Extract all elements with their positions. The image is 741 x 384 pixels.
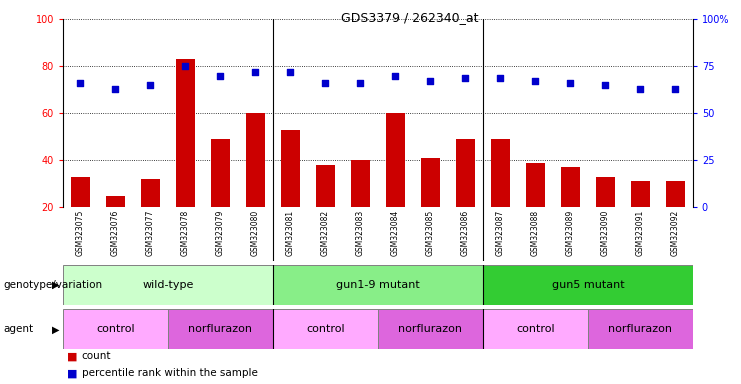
Point (390, 73, 402, 79)
FancyBboxPatch shape (588, 309, 693, 349)
Text: norflurazon: norflurazon (188, 324, 253, 334)
Point (285, 69, 296, 75)
Text: ▶: ▶ (52, 324, 59, 334)
Bar (561, 167, 580, 207)
Point (354, 80, 366, 86)
Point (75, 80, 87, 86)
Text: GSM323088: GSM323088 (531, 210, 540, 256)
Text: GSM323090: GSM323090 (601, 210, 610, 257)
Text: GSM323085: GSM323085 (426, 210, 435, 256)
Text: norflurazon: norflurazon (608, 324, 672, 334)
Bar (141, 179, 160, 207)
Text: gun5 mutant: gun5 mutant (551, 280, 624, 290)
Text: GSM323077: GSM323077 (146, 210, 155, 257)
Bar (316, 165, 335, 207)
FancyBboxPatch shape (483, 265, 693, 305)
FancyBboxPatch shape (483, 309, 588, 349)
Bar (665, 182, 685, 207)
FancyBboxPatch shape (273, 309, 378, 349)
Text: control: control (516, 324, 555, 334)
Bar (386, 113, 405, 207)
FancyBboxPatch shape (378, 309, 483, 349)
Bar (631, 182, 650, 207)
Bar (246, 113, 265, 207)
FancyBboxPatch shape (273, 265, 483, 305)
Point (179, 63, 191, 70)
Text: GSM323075: GSM323075 (76, 210, 85, 257)
Text: percentile rank within the sample: percentile rank within the sample (82, 368, 257, 378)
Text: control: control (96, 324, 135, 334)
Text: GSM323089: GSM323089 (566, 210, 575, 256)
Bar (281, 130, 300, 207)
Text: GSM323084: GSM323084 (391, 210, 400, 256)
Bar (211, 139, 230, 207)
Bar (596, 177, 615, 207)
Text: GSM323091: GSM323091 (636, 210, 645, 256)
Bar (350, 161, 370, 207)
Text: gun1-9 mutant: gun1-9 mutant (336, 280, 420, 290)
Text: GSM323083: GSM323083 (356, 210, 365, 256)
Point (319, 80, 331, 86)
Point (634, 86, 646, 92)
Point (565, 80, 576, 86)
Bar (176, 59, 195, 207)
Text: control: control (306, 324, 345, 334)
Text: genotype/variation: genotype/variation (4, 280, 103, 290)
Text: GDS3379 / 262340_at: GDS3379 / 262340_at (341, 12, 479, 25)
Point (144, 82, 156, 88)
Text: GSM323076: GSM323076 (111, 210, 120, 257)
Text: GSM323078: GSM323078 (181, 210, 190, 256)
Bar (106, 195, 125, 207)
Text: GSM323086: GSM323086 (461, 210, 470, 256)
Point (494, 74, 506, 81)
Point (215, 73, 227, 79)
Text: norflurazon: norflurazon (399, 324, 462, 334)
FancyBboxPatch shape (63, 309, 168, 349)
Point (110, 86, 122, 92)
FancyBboxPatch shape (63, 265, 273, 305)
Bar (456, 139, 475, 207)
Bar (421, 158, 440, 207)
Text: GSM323087: GSM323087 (496, 210, 505, 256)
Point (459, 74, 471, 81)
Text: ▶: ▶ (52, 280, 59, 290)
Text: wild-type: wild-type (142, 280, 193, 290)
FancyBboxPatch shape (168, 309, 273, 349)
Text: GSM323082: GSM323082 (321, 210, 330, 256)
Text: count: count (82, 351, 111, 361)
Text: GSM323080: GSM323080 (251, 210, 260, 256)
Text: ■: ■ (67, 368, 77, 378)
Bar (526, 163, 545, 207)
Point (250, 69, 262, 75)
Text: GSM323092: GSM323092 (671, 210, 679, 256)
Point (529, 78, 541, 84)
Point (599, 82, 611, 88)
Point (669, 86, 681, 92)
Text: GSM323079: GSM323079 (216, 210, 225, 257)
Bar (491, 139, 510, 207)
Text: GSM323081: GSM323081 (286, 210, 295, 256)
Text: ■: ■ (67, 351, 77, 361)
Point (425, 78, 436, 84)
Bar (71, 177, 90, 207)
Text: agent: agent (4, 324, 34, 334)
